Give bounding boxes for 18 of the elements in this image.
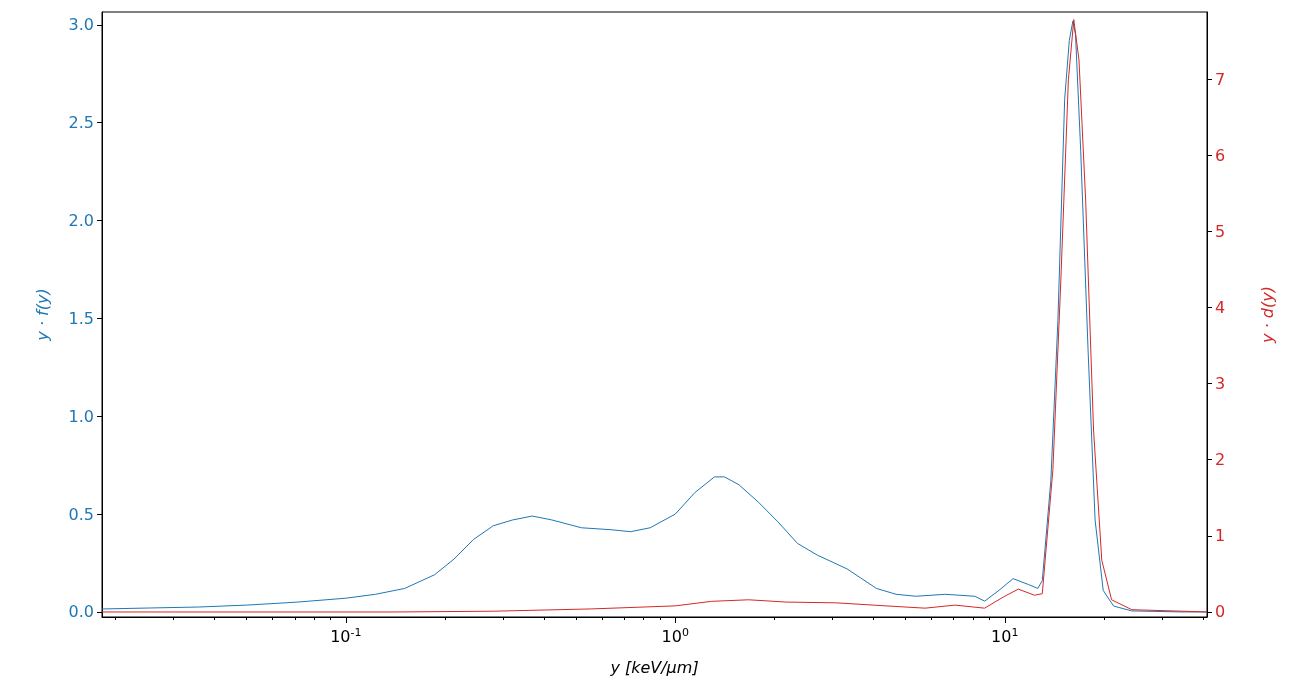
y-tick-label: 0.5 [68,504,94,524]
y2-tick-label: 7 [1215,69,1226,89]
y-tick-label: 1.0 [68,406,94,426]
y-tick-label: 2.5 [68,113,94,133]
y2-axis-title: y · d(y) [1257,286,1277,344]
y-tick-label: 1.5 [68,308,94,328]
y2-tick-label: 2 [1215,450,1226,470]
y-tick-label: 2.0 [68,211,94,231]
y2-tick-label: 6 [1215,145,1226,165]
y2-tick-label: 1 [1215,526,1226,546]
y2-tick-label: 5 [1215,221,1226,241]
y-axis-title: y · f(y) [32,288,52,342]
y2-tick-label: 0 [1215,602,1226,622]
y-tick-label: 0.0 [68,602,94,622]
y2-tick-label: 4 [1215,297,1226,317]
y2-tick-label: 3 [1215,374,1226,394]
y-tick-label: 3.0 [68,15,94,35]
x-axis-title: y [keV/μm] [609,657,699,677]
